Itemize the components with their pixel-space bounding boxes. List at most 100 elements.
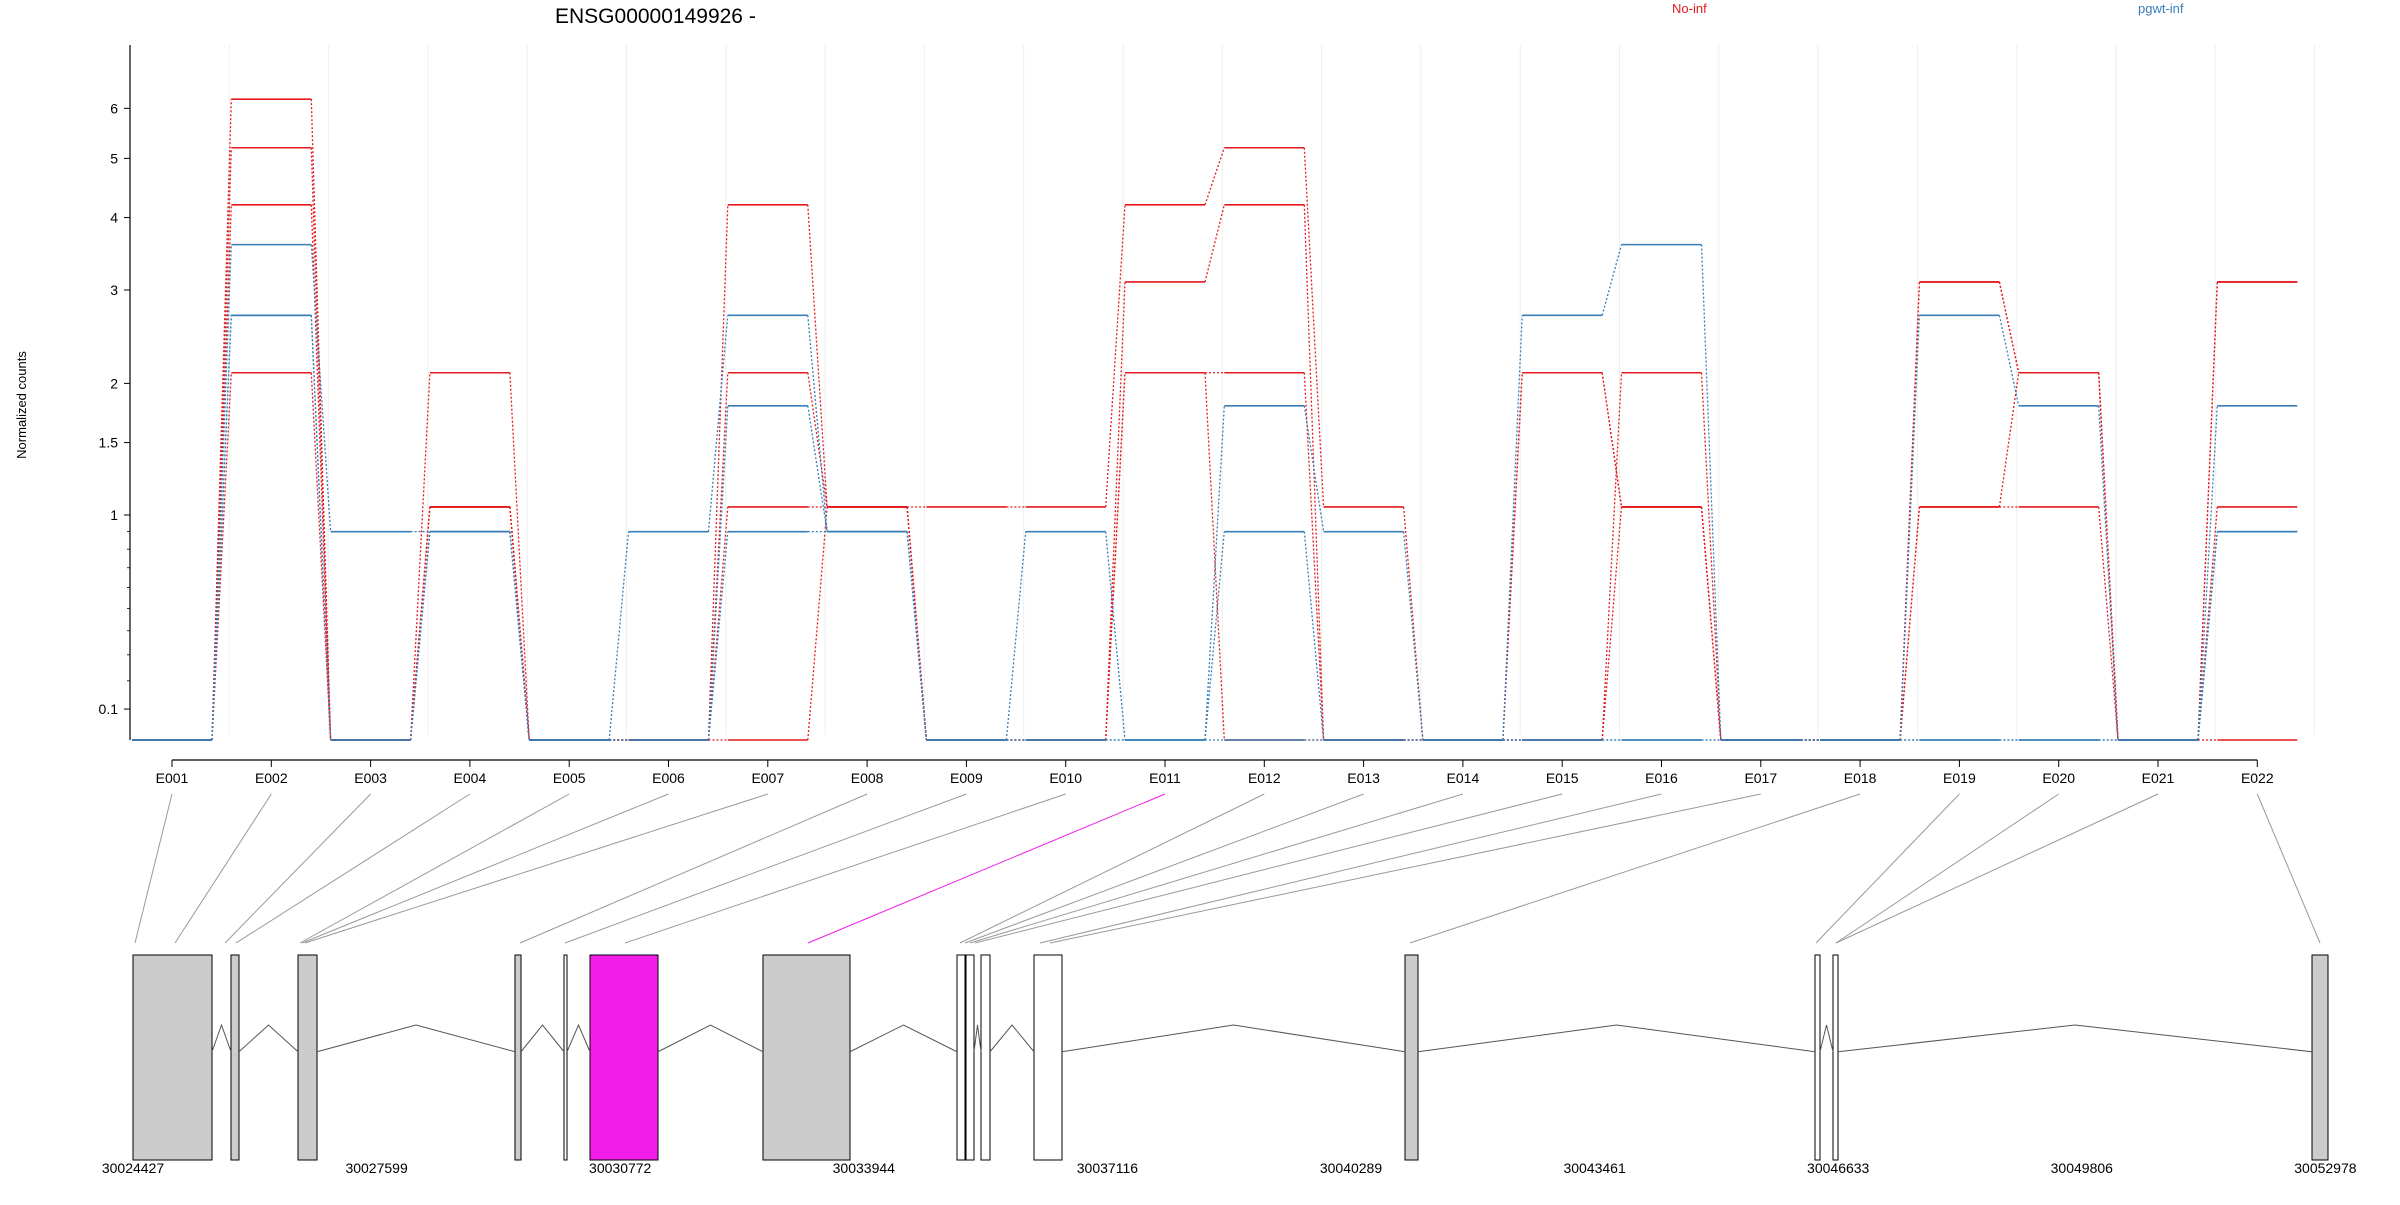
series-connector [2197,405,2218,741]
gene-model-layer: 30024427 30027599 30030772 30033944 30037116… [102,793,2357,1176]
intron-line [211,1023,232,1052]
series-connector [906,531,928,741]
x-tick-label-e003: E003 [354,770,387,786]
series-connector [1105,531,1126,741]
x-tick-label-e006: E006 [652,770,685,786]
x-tick-label-e018: E018 [1844,770,1877,786]
y-tick-label: 4 [110,210,118,226]
series-pgwt-inf-5 [132,243,2298,741]
y-tick-label: 0.1 [99,701,119,717]
series-pgwt-inf-7 [132,314,2298,741]
exon-connector [964,793,1364,944]
x-tick-label-e002: E002 [255,770,288,786]
series-connector [1700,244,1722,741]
exon-block [965,954,975,1161]
series-connector [1998,281,2020,373]
series-connector [1105,281,1126,741]
x-tick-label-e011: E011 [1149,770,1181,786]
series-connector [2098,506,2119,741]
series-no-inf-1 [132,98,2298,741]
series-no-inf-3 [132,204,2298,741]
series-connector [1105,372,1126,741]
coordinate-label: 30027599 [345,1160,408,1176]
series-connector [2197,531,2218,741]
intron-line [566,1023,591,1052]
x-tick-label-e005: E005 [553,770,586,786]
exon-connector [1815,793,1960,944]
exon-connector [1835,793,2159,944]
series-connector [1303,405,1325,532]
axes-layer: 0.1 1 1.5 2 3 4 5 6 E001 E002 E003 E004 E005 E006 E007… [99,45,2274,786]
exon-block [762,954,851,1161]
series-connector [1303,372,1325,741]
intron-line [316,1024,516,1053]
intron-line [989,1024,1035,1053]
x-tick-label-e020: E020 [2042,770,2075,786]
exon-block [1814,954,1821,1161]
series-connector [2197,281,2218,741]
y-tick-label: 1 [110,507,118,523]
series-layer [132,98,2298,741]
exon-connector [2256,793,2321,944]
exon-connector [224,793,371,944]
coordinate-label: 30037116 [1077,1160,1138,1176]
coordinate-label: 30040289 [1320,1160,1383,1176]
series-connector [211,99,232,741]
x-tick-label-e022: E022 [2241,770,2274,786]
exon-connector [519,793,868,944]
series-connector [707,204,729,741]
series-connector [1402,506,1424,741]
exon-block [2311,954,2329,1161]
series-connector [1601,244,1623,316]
intron-line [973,1024,982,1052]
coordinate-label: 30033944 [833,1160,896,1176]
series-connector [310,99,332,741]
series-connector [1105,204,1126,508]
x-tick-label-e001: E001 [156,770,189,786]
series-connector [1700,506,1722,741]
series-connector [707,531,729,741]
legend-label-pgwt-inf: pgwt-inf [2138,1,2184,16]
exon-connector [974,793,1563,944]
series-connector [310,315,332,741]
exon-connector [807,793,1166,944]
series-connector [1899,506,1921,741]
coordinate-label: 30052978 [2294,1160,2357,1176]
exon-connector [134,793,173,944]
series-no-inf-4 [132,371,2298,741]
series-connector [211,244,232,741]
series-connector [409,506,431,741]
exon-connector [1049,793,1761,944]
series-connector [807,315,828,532]
series-connector [2098,372,2119,741]
series-connector [807,204,828,508]
series-connector [707,506,729,741]
series-connector [707,315,729,532]
intron-line [1417,1024,1816,1053]
series-pgwt-inf-6 [132,314,2298,741]
exon-block [980,954,991,1161]
grid-layer [129,45,2316,735]
intron-line [238,1024,299,1053]
exon-connector [564,793,967,944]
intron-line [849,1024,958,1053]
series-connector [608,531,630,741]
x-tick-label-e015: E015 [1546,770,1579,786]
exon-connector [624,793,1066,944]
x-tick-label-e004: E004 [454,770,487,786]
series-connector [1700,372,1722,741]
x-tick-label-e009: E009 [950,770,983,786]
exon-connector [1039,793,1662,944]
series-connector [1005,531,1027,741]
y-tick-label: 6 [110,100,118,116]
exon-connector [969,793,1464,944]
y-axis-label: Normalized counts [14,351,29,459]
exon-connector [304,793,768,944]
intron-line [1837,1024,2313,1053]
series-connector [1402,531,1424,741]
coordinate-label: 30049806 [2051,1160,2114,1176]
series-connector [1601,372,1623,508]
coordinate-label: 30046633 [1807,1160,1870,1176]
